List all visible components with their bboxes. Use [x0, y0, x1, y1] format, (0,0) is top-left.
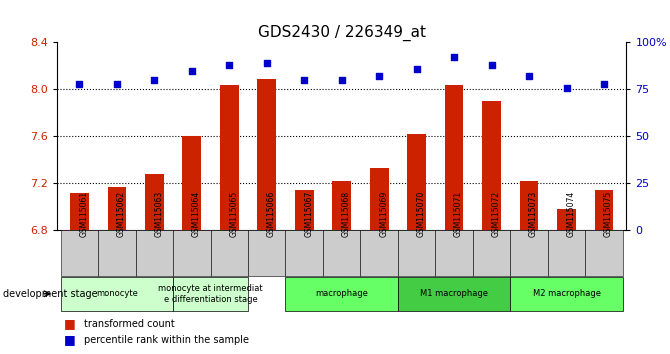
Text: GSM115071: GSM115071 — [454, 191, 463, 237]
Bar — [332, 181, 351, 354]
Bar — [398, 277, 511, 311]
Point — [374, 73, 385, 79]
Bar — [182, 136, 201, 354]
Point — [561, 85, 572, 90]
Text: ■: ■ — [64, 318, 76, 330]
Bar — [594, 190, 613, 354]
Bar — [173, 230, 210, 276]
Bar — [548, 230, 585, 276]
Bar — [520, 181, 539, 354]
Bar — [98, 230, 135, 276]
Text: monocyte: monocyte — [96, 289, 138, 298]
Bar — [407, 134, 426, 354]
Text: percentile rank within the sample: percentile rank within the sample — [84, 335, 249, 345]
Bar — [135, 230, 173, 276]
Text: GSM115072: GSM115072 — [492, 191, 500, 237]
Bar — [210, 230, 248, 276]
Bar — [511, 230, 548, 276]
Bar — [173, 277, 248, 311]
Text: GSM115070: GSM115070 — [417, 191, 425, 237]
Text: GSM115062: GSM115062 — [117, 191, 126, 237]
Bar — [445, 85, 464, 354]
Bar — [220, 85, 239, 354]
Text: transformed count: transformed count — [84, 319, 174, 329]
Text: GSM115073: GSM115073 — [529, 191, 538, 237]
Bar — [61, 277, 173, 311]
Text: M1 macrophage: M1 macrophage — [420, 289, 488, 298]
Text: GSM115065: GSM115065 — [229, 191, 239, 237]
Bar — [511, 277, 622, 311]
Bar — [285, 230, 323, 276]
Bar — [370, 168, 389, 354]
Bar — [107, 187, 126, 354]
Point — [111, 81, 122, 87]
Point — [449, 55, 460, 60]
Point — [411, 66, 422, 72]
Bar — [436, 230, 473, 276]
Point — [186, 68, 197, 74]
Bar — [360, 230, 398, 276]
Point — [524, 73, 535, 79]
Text: GSM115069: GSM115069 — [379, 191, 388, 237]
Bar — [585, 230, 622, 276]
Text: monocyte at intermediat
e differentiation stage: monocyte at intermediat e differentiatio… — [158, 284, 263, 303]
Bar — [70, 193, 89, 354]
Text: M2 macrophage: M2 macrophage — [533, 289, 600, 298]
Point — [224, 62, 234, 68]
Point — [598, 81, 609, 87]
Text: GSM115068: GSM115068 — [342, 191, 350, 237]
Point — [486, 62, 497, 68]
Bar — [285, 277, 398, 311]
Text: GSM115075: GSM115075 — [604, 191, 613, 237]
Bar — [482, 101, 501, 354]
Text: GSM115061: GSM115061 — [80, 191, 88, 237]
Bar — [257, 79, 276, 354]
Text: macrophage: macrophage — [316, 289, 368, 298]
Text: GSM115067: GSM115067 — [304, 191, 314, 237]
Text: development stage: development stage — [3, 289, 98, 299]
Bar — [248, 230, 285, 276]
Bar — [145, 174, 163, 354]
Bar — [323, 230, 360, 276]
Point — [74, 81, 85, 87]
Point — [261, 60, 272, 66]
Text: GSM115064: GSM115064 — [192, 191, 201, 237]
Point — [336, 77, 347, 83]
Text: GSM115074: GSM115074 — [567, 191, 576, 237]
Bar — [473, 230, 511, 276]
Text: GSM115066: GSM115066 — [267, 191, 276, 237]
Bar — [557, 209, 576, 354]
Point — [299, 77, 310, 83]
Bar — [61, 230, 98, 276]
Bar — [398, 230, 436, 276]
Title: GDS2430 / 226349_at: GDS2430 / 226349_at — [258, 25, 425, 41]
Point — [149, 77, 159, 83]
Text: GSM115063: GSM115063 — [154, 191, 163, 237]
Bar — [295, 190, 314, 354]
Text: ■: ■ — [64, 333, 76, 346]
